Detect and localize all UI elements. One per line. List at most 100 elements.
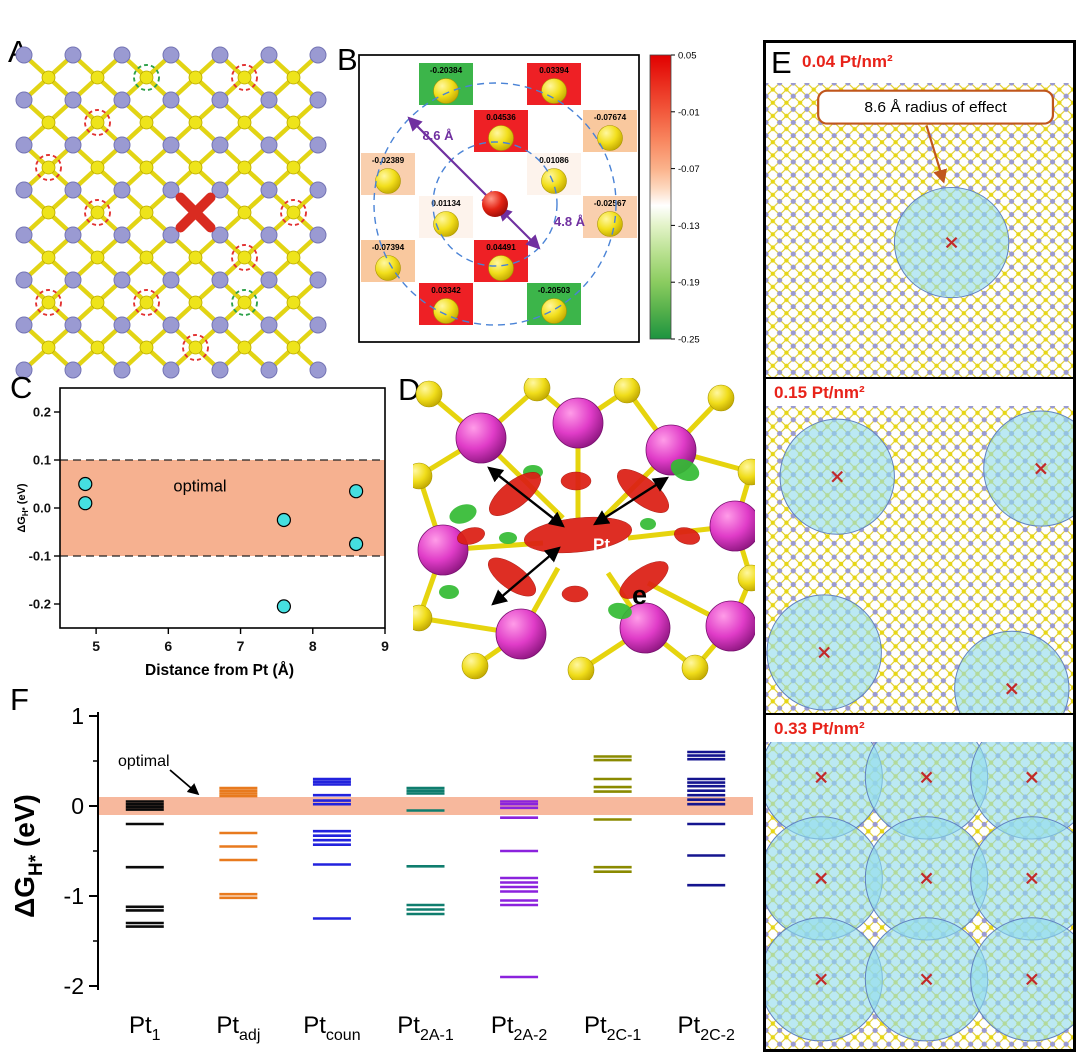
data-point xyxy=(349,484,364,499)
annotation-text: 8.6 Å radius of effect xyxy=(864,99,1007,116)
svg-text:-0.07394: -0.07394 xyxy=(372,243,405,252)
red-dashed-site xyxy=(84,199,111,226)
svg-text:0.01134: 0.01134 xyxy=(431,199,461,208)
svg-text:-0.1: -0.1 xyxy=(29,549,51,564)
svg-text:-0.01: -0.01 xyxy=(678,107,700,118)
s-atom xyxy=(488,255,514,281)
svg-text:-0.13: -0.13 xyxy=(678,221,700,232)
s-atom xyxy=(597,125,623,151)
s-atom xyxy=(413,604,433,632)
panel-e-sub-3: 0.33 Pt/nm² xyxy=(766,715,1073,1049)
panel-f-levels: 1 0 -1 -2 ΔGH* (eV) optimal Pt1 Ptadj Ptcoun Pt2A… xyxy=(9,703,753,1044)
category-label: Pt2C-2 xyxy=(678,1012,735,1044)
s-atom xyxy=(415,380,443,408)
panel-e-lattice-3 xyxy=(766,742,1073,1049)
svg-text:-0.07: -0.07 xyxy=(678,164,700,175)
panel-d-letter: D xyxy=(398,372,421,407)
panel-e-letter: E xyxy=(771,45,792,80)
category-label: Pt1 xyxy=(129,1012,161,1044)
panel-b-letter: B xyxy=(337,42,358,77)
metal-atom xyxy=(495,608,547,660)
svg-text:5: 5 xyxy=(92,638,100,654)
data-point xyxy=(78,476,93,492)
svg-text:0: 0 xyxy=(71,793,84,819)
s-atom xyxy=(488,125,514,151)
s-atom xyxy=(375,255,401,281)
s-atom xyxy=(541,168,567,194)
red-dashed-site xyxy=(35,289,62,316)
s-atom xyxy=(413,462,433,490)
data-point xyxy=(276,599,291,614)
svg-text:0.03342: 0.03342 xyxy=(431,286,461,295)
svg-text:-0.20384: -0.20384 xyxy=(430,66,463,75)
panel-b-heatmap: -0.20384 0.03394 0.04536 -0.07674 -0.02389 0.… xyxy=(358,54,640,343)
charge-loss-blob xyxy=(674,527,700,545)
s-atom xyxy=(541,298,567,324)
svg-text:0.1: 0.1 xyxy=(33,453,51,468)
panel-c-letter: C xyxy=(10,370,33,405)
svg-text:-0.25: -0.25 xyxy=(678,335,700,346)
s-atom xyxy=(461,652,489,680)
charge-gain-blob xyxy=(608,602,632,620)
outer-radius-circle xyxy=(373,82,617,326)
svg-text:-0.20503: -0.20503 xyxy=(538,286,571,295)
svg-text:-1: -1 xyxy=(64,883,84,909)
s-atom xyxy=(375,168,401,194)
category-label: Pt2A-1 xyxy=(397,1012,454,1044)
svg-text:-0.02567: -0.02567 xyxy=(594,199,627,208)
s-atom xyxy=(737,564,755,592)
data-point xyxy=(276,512,291,528)
svg-text:4.8 Å: 4.8 Å xyxy=(554,214,586,229)
s-atom xyxy=(613,378,641,404)
green-dashed-site xyxy=(231,289,258,316)
y-axis-label: ΔGH* (eV) xyxy=(16,483,30,533)
s-atom xyxy=(433,211,459,237)
charge-loss-blob xyxy=(524,516,632,554)
electron-label: e xyxy=(632,580,647,610)
annotation-box xyxy=(817,89,1055,125)
s-atom xyxy=(567,656,595,680)
panel-e: E 0.04 Pt/nm² 8.6 Å radius of effect 0.1… xyxy=(763,40,1076,1052)
panel-c-scatter: optimal 5 6 7 8 9 0.2 0.1 0.0 -0.1 -0.2 Distance fr… xyxy=(16,387,389,679)
s-atom xyxy=(597,211,623,237)
svg-text:0.05: 0.05 xyxy=(678,51,697,62)
effect-radius-circle xyxy=(954,630,1070,713)
panel-e-sub-1: E 0.04 Pt/nm² 8.6 Å radius of effect xyxy=(766,43,1073,379)
red-dashed-site xyxy=(231,244,258,271)
svg-text:-0.07674: -0.07674 xyxy=(594,113,627,122)
red-dashed-site xyxy=(182,334,209,361)
panel-e-lattice-2 xyxy=(766,406,1073,713)
colorbar xyxy=(649,54,672,340)
s-atom xyxy=(737,458,755,486)
panel-a-structure xyxy=(15,46,327,379)
red-dashed-site xyxy=(133,289,160,316)
metal-atom xyxy=(709,500,755,552)
coverage-label-1: 0.04 Pt/nm² xyxy=(802,52,893,71)
panel-e-lattice-1: 8.6 Å radius of effect xyxy=(766,83,1073,377)
category-label: Pt2C-1 xyxy=(584,1012,641,1044)
svg-text:6: 6 xyxy=(164,638,172,654)
svg-text:8: 8 xyxy=(309,638,317,654)
panel-d-structure: Pt e xyxy=(413,378,755,680)
y-axis-label: ΔGH* (eV) xyxy=(9,794,47,918)
optimal-band xyxy=(98,797,753,815)
s-atom xyxy=(523,378,551,402)
charge-gain-blob xyxy=(499,532,517,544)
metal-atom xyxy=(455,412,507,464)
data-point xyxy=(78,496,93,511)
svg-text:-0.19: -0.19 xyxy=(678,278,700,289)
s-atom xyxy=(541,78,567,104)
panel-e-sub-2: 0.15 Pt/nm² xyxy=(766,379,1073,715)
s-atom xyxy=(433,78,459,104)
svg-text:0.0: 0.0 xyxy=(33,501,51,516)
red-dashed-site xyxy=(84,109,111,136)
red-dashed-site xyxy=(35,154,62,181)
svg-text:0.01086: 0.01086 xyxy=(539,156,569,165)
svg-text:0.2: 0.2 xyxy=(33,405,51,420)
coverage-label-2: 0.15 Pt/nm² xyxy=(774,383,865,402)
category-label: Pt2A-2 xyxy=(491,1012,548,1044)
s-atom xyxy=(707,384,735,412)
charge-loss-blob xyxy=(457,527,485,545)
s-atom xyxy=(681,654,709,680)
effect-radius-circle xyxy=(970,917,1073,1042)
